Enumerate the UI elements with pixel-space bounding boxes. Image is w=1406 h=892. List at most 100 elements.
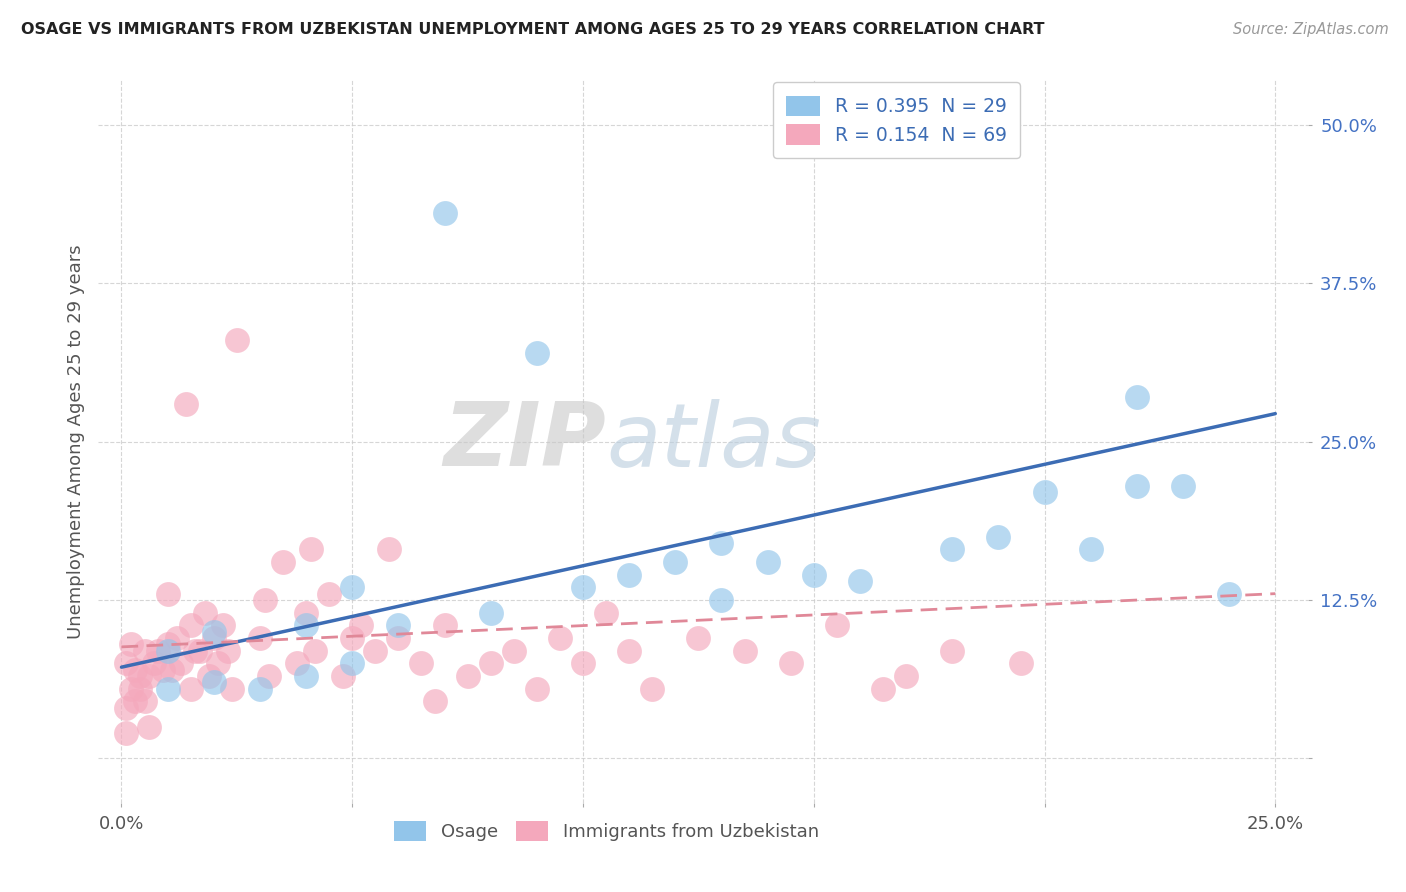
Point [295, 669, 318, 683]
Point [156, 681, 179, 696]
Point [425, 694, 447, 708]
Point [156, 643, 179, 657]
Point [941, 542, 963, 557]
Point [285, 657, 308, 671]
Point [803, 567, 825, 582]
Point [378, 542, 401, 557]
Point [457, 669, 479, 683]
Point [364, 643, 387, 657]
Text: ZIP: ZIP [443, 398, 606, 485]
Point [152, 663, 174, 677]
Point [180, 681, 202, 696]
Point [129, 669, 152, 683]
Point [825, 618, 848, 632]
Point [664, 555, 686, 569]
Point [166, 631, 188, 645]
Point [849, 574, 872, 588]
Point [332, 669, 354, 683]
Point [202, 624, 225, 639]
Point [120, 681, 142, 696]
Point [641, 681, 664, 696]
Point [156, 587, 179, 601]
Point [987, 530, 1010, 544]
Point [433, 618, 456, 632]
Point [779, 657, 801, 671]
Point [257, 669, 280, 683]
Point [271, 555, 294, 569]
Point [304, 643, 326, 657]
Point [129, 681, 152, 696]
Point [188, 643, 211, 657]
Point [124, 694, 146, 708]
Point [142, 657, 165, 671]
Point [134, 643, 156, 657]
Point [225, 333, 247, 347]
Point [595, 606, 617, 620]
Point [148, 643, 170, 657]
Point [138, 720, 160, 734]
Point [202, 675, 225, 690]
Point [526, 346, 548, 360]
Point [548, 631, 571, 645]
Text: atlas: atlas [606, 399, 821, 484]
Point [184, 643, 207, 657]
Point [756, 555, 779, 569]
Point [502, 643, 524, 657]
Point [710, 593, 733, 607]
Point [872, 681, 894, 696]
Point [198, 669, 221, 683]
Point [1171, 479, 1194, 493]
Point [411, 657, 433, 671]
Point [138, 669, 160, 683]
Point [170, 657, 193, 671]
Point [1126, 390, 1149, 404]
Point [387, 631, 409, 645]
Point [350, 618, 373, 632]
Point [156, 637, 179, 651]
Point [710, 536, 733, 550]
Point [941, 643, 963, 657]
Point [295, 606, 318, 620]
Point [572, 657, 595, 671]
Point [115, 657, 138, 671]
Point [174, 396, 197, 410]
Point [299, 542, 322, 557]
Point [342, 631, 364, 645]
Point [342, 580, 364, 594]
Point [1218, 587, 1240, 601]
Point [193, 606, 215, 620]
Text: Source: ZipAtlas.com: Source: ZipAtlas.com [1233, 22, 1389, 37]
Point [617, 567, 640, 582]
Point [180, 618, 202, 632]
Point [115, 700, 138, 714]
Point [387, 618, 409, 632]
Point [479, 606, 502, 620]
Point [217, 643, 239, 657]
Point [162, 663, 184, 677]
Point [318, 587, 340, 601]
Point [1080, 542, 1102, 557]
Point [221, 681, 243, 696]
Point [124, 663, 146, 677]
Point [207, 657, 229, 671]
Point [342, 657, 364, 671]
Point [1126, 479, 1149, 493]
Point [894, 669, 917, 683]
Point [134, 694, 156, 708]
Point [734, 643, 756, 657]
Point [1033, 485, 1056, 500]
Point [295, 618, 318, 632]
Point [1010, 657, 1032, 671]
Point [617, 643, 640, 657]
Point [115, 726, 138, 740]
Text: OSAGE VS IMMIGRANTS FROM UZBEKISTAN UNEMPLOYMENT AMONG AGES 25 TO 29 YEARS CORRE: OSAGE VS IMMIGRANTS FROM UZBEKISTAN UNEM… [21, 22, 1045, 37]
Point [249, 681, 271, 696]
Point [120, 637, 142, 651]
Point [202, 631, 225, 645]
Point [479, 657, 502, 671]
Point [249, 631, 271, 645]
Point [433, 206, 456, 220]
Point [688, 631, 710, 645]
Y-axis label: Unemployment Among Ages 25 to 29 years: Unemployment Among Ages 25 to 29 years [66, 244, 84, 639]
Legend: Osage, Immigrants from Uzbekistan: Osage, Immigrants from Uzbekistan [387, 814, 827, 848]
